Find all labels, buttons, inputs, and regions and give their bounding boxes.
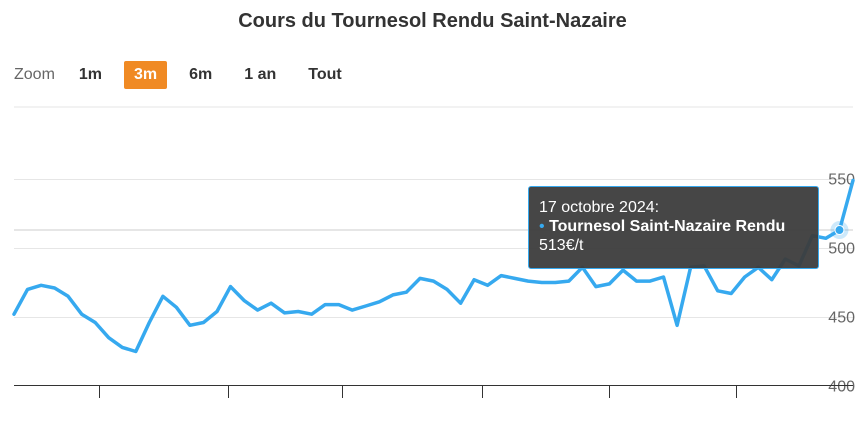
zoom-1m-button[interactable]: 1m — [78, 66, 103, 83]
y-tick-label: 550 — [828, 172, 855, 189]
tooltip-date: 17 octobre 2024: — [539, 199, 660, 216]
y-tick-label: 450 — [828, 310, 855, 327]
tooltip-series-name: Tournesol Saint-Nazaire Rendu — [549, 218, 786, 235]
zoom-bar: Zoom 1m 3m 6m 1 an Tout — [14, 61, 364, 89]
zoom-6m-button[interactable]: 6m — [189, 66, 213, 83]
chart-title: Cours du Tournesol Rendu Saint-Nazaire — [238, 10, 627, 32]
y-tick-label: 400 — [828, 379, 855, 396]
highlight-point — [834, 225, 845, 236]
zoom-3m-button[interactable]: 3m — [124, 61, 168, 89]
zoom-1an-button[interactable]: 1 an — [244, 66, 277, 83]
tooltip-series-marker: • — [539, 218, 545, 235]
chart-tooltip: 17 octobre 2024: • Tournesol Saint-Nazai… — [528, 186, 819, 269]
y-tick-label: 500 — [828, 241, 855, 258]
zoom-label: Zoom — [14, 66, 55, 83]
tooltip-value: 513€/t — [539, 237, 584, 254]
zoom-tout-button[interactable]: Tout — [308, 66, 342, 83]
tooltip-series-row: • Tournesol Saint-Nazaire Rendu — [539, 217, 808, 236]
series-line — [12, 178, 855, 354]
